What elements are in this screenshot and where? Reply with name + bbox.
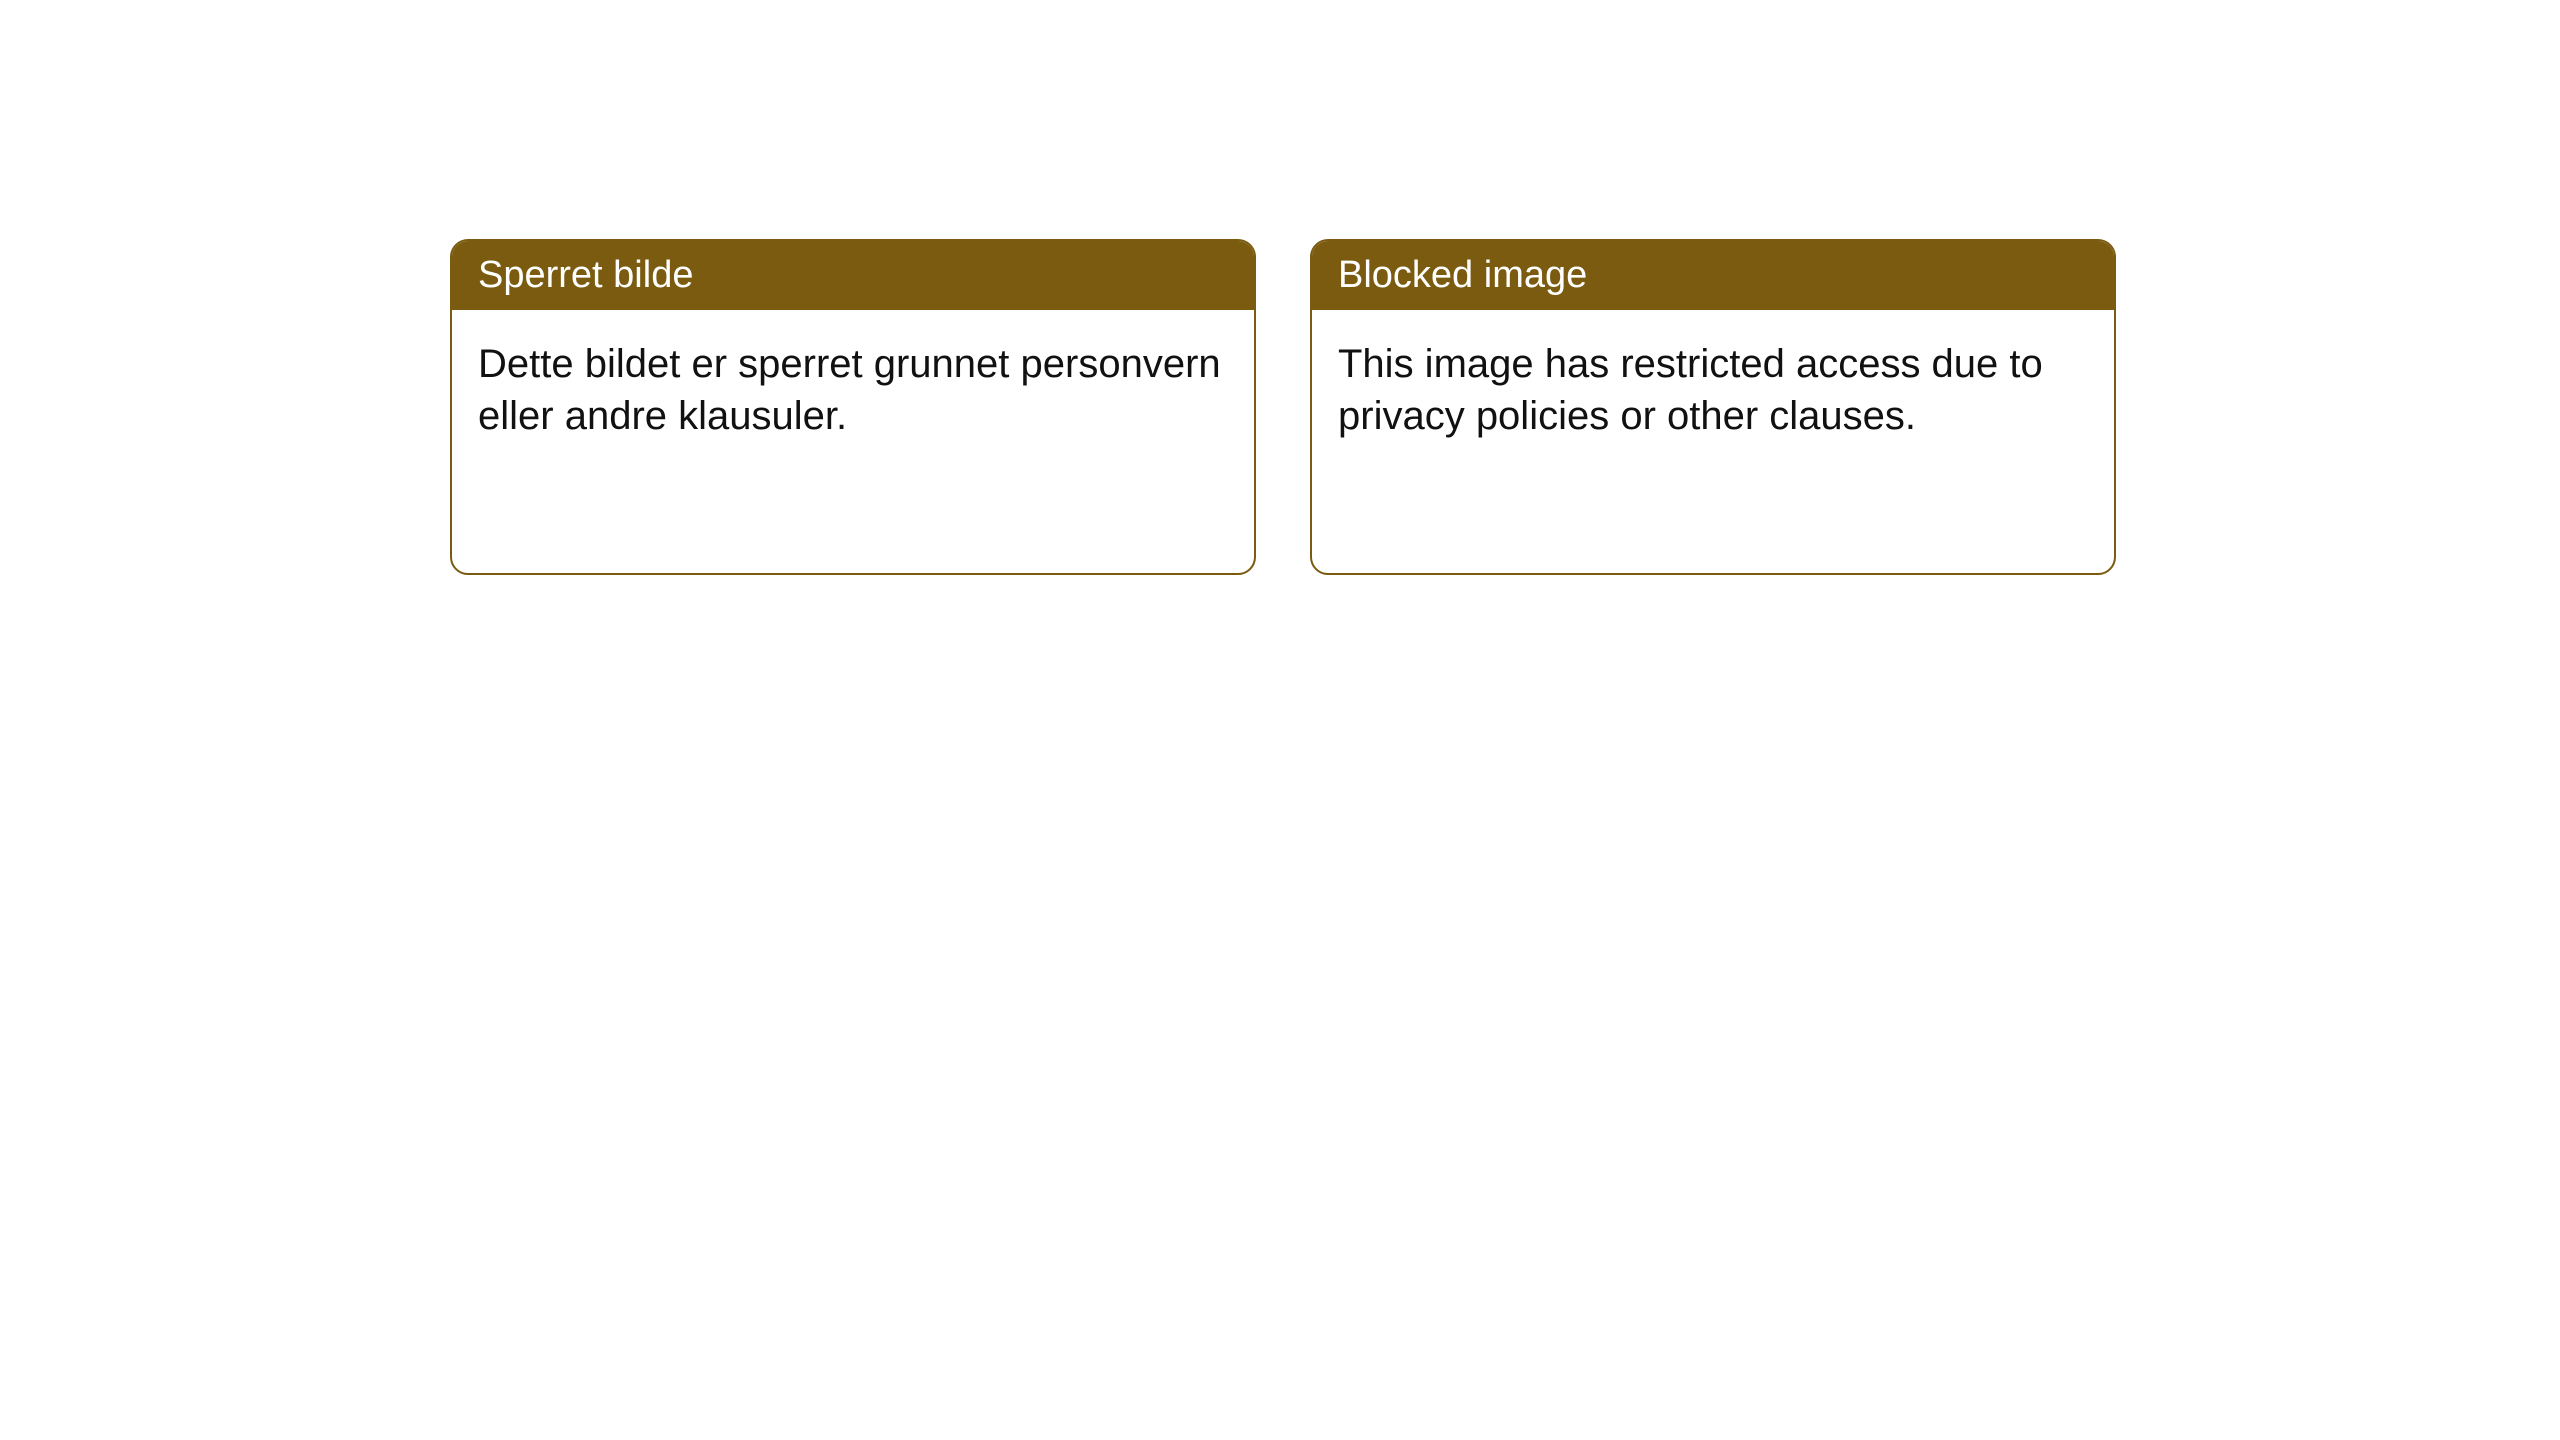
card-body-english: This image has restricted access due to … (1312, 310, 2114, 470)
notice-card-norwegian: Sperret bilde Dette bildet er sperret gr… (450, 239, 1256, 575)
notice-cards-container: Sperret bilde Dette bildet er sperret gr… (450, 239, 2116, 575)
card-header-english: Blocked image (1312, 241, 2114, 310)
notice-card-english: Blocked image This image has restricted … (1310, 239, 2116, 575)
card-body-norwegian: Dette bildet er sperret grunnet personve… (452, 310, 1254, 470)
card-header-norwegian: Sperret bilde (452, 241, 1254, 310)
